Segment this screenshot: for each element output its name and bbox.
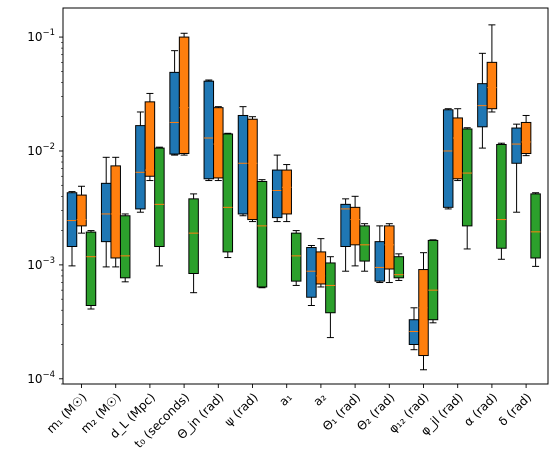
box-element — [110, 156, 121, 268]
box-iqr — [135, 125, 146, 210]
box-iqr — [247, 118, 258, 221]
box-element — [237, 106, 249, 217]
box-element — [213, 106, 224, 182]
box-iqr — [154, 147, 165, 248]
box-iqr — [306, 247, 317, 298]
box-iqr — [271, 169, 283, 219]
box-iqr — [76, 194, 87, 227]
x-tick-label: δ (rad) — [496, 390, 534, 428]
box-element — [384, 223, 395, 284]
y-axis-ticks: 10−1 10−2 10−3 10−4 — [27, 28, 63, 386]
box-iqr — [85, 231, 97, 306]
box-iqr — [100, 182, 112, 243]
box-iqr — [222, 133, 234, 253]
y-tick-label: 10−3 — [27, 256, 55, 272]
box-element — [281, 164, 292, 223]
box-iqr — [119, 215, 131, 279]
box-iqr — [188, 198, 199, 275]
box-element — [418, 252, 429, 371]
box-iqr — [281, 169, 292, 215]
box-iqr — [427, 239, 439, 321]
box-iqr — [237, 114, 249, 215]
box-element — [325, 256, 336, 339]
x-tick-label: α (rad) — [461, 390, 500, 429]
box-element — [461, 127, 473, 250]
x-tick-label: a₁ — [276, 390, 295, 409]
box-iqr — [325, 262, 336, 314]
box-element — [520, 114, 532, 157]
x-axis-ticks: m₁ (M☉)m₂ (M☉)d_L (Mpc)t₀ (seconds)Θ_jn … — [44, 384, 534, 451]
box-element — [486, 24, 498, 113]
box-iqr — [384, 225, 395, 270]
box-element — [530, 192, 541, 267]
box-iqr — [349, 206, 361, 246]
box-iqr — [511, 127, 522, 164]
box-element — [135, 111, 146, 213]
box-iqr — [178, 36, 190, 155]
box-element — [393, 253, 405, 281]
box-element — [359, 223, 370, 272]
box-iqr — [213, 107, 224, 179]
x-tick-label: ψ (rad) — [222, 390, 261, 429]
box-element — [188, 193, 199, 294]
box-series-group — [66, 24, 541, 371]
box-iqr — [66, 192, 78, 248]
box-element — [85, 230, 97, 310]
y-tick-label: 10−1 — [27, 28, 55, 44]
y-tick-label: 10−2 — [27, 142, 55, 158]
box-iqr — [496, 143, 507, 249]
box-element — [178, 32, 190, 156]
box-element — [76, 185, 87, 234]
box-iqr — [256, 180, 268, 288]
box-iqr — [442, 109, 454, 208]
box-iqr — [144, 101, 156, 177]
box-iqr — [340, 203, 351, 248]
x-tick-label: a₂ — [311, 390, 330, 409]
box-element — [119, 213, 131, 283]
box-iqr — [110, 165, 121, 259]
box-iqr — [486, 61, 498, 110]
box-element — [496, 142, 507, 260]
box-element — [256, 179, 268, 289]
box-iqr — [461, 128, 473, 227]
box-iqr — [408, 319, 420, 345]
box-element — [442, 108, 454, 210]
box-element — [203, 79, 215, 182]
box-iqr — [374, 241, 386, 282]
box-iqr — [418, 269, 429, 357]
box-element — [222, 132, 234, 259]
box-element — [144, 92, 156, 182]
box-element — [306, 244, 317, 306]
box-element — [247, 116, 258, 223]
box-iqr — [393, 256, 405, 279]
box-iqr — [169, 71, 180, 155]
plot-frame — [62, 7, 549, 385]
box-iqr — [530, 193, 541, 259]
box-element — [154, 146, 165, 267]
y-tick-label: 10−4 — [27, 370, 55, 386]
box-element — [290, 230, 302, 286]
box-iqr — [359, 225, 370, 262]
box-element — [452, 108, 463, 182]
box-iqr — [290, 232, 302, 282]
box-iqr — [452, 117, 463, 180]
box-iqr — [520, 121, 532, 155]
box-iqr — [315, 251, 327, 285]
box-element — [427, 239, 439, 324]
box-iqr — [203, 80, 215, 180]
